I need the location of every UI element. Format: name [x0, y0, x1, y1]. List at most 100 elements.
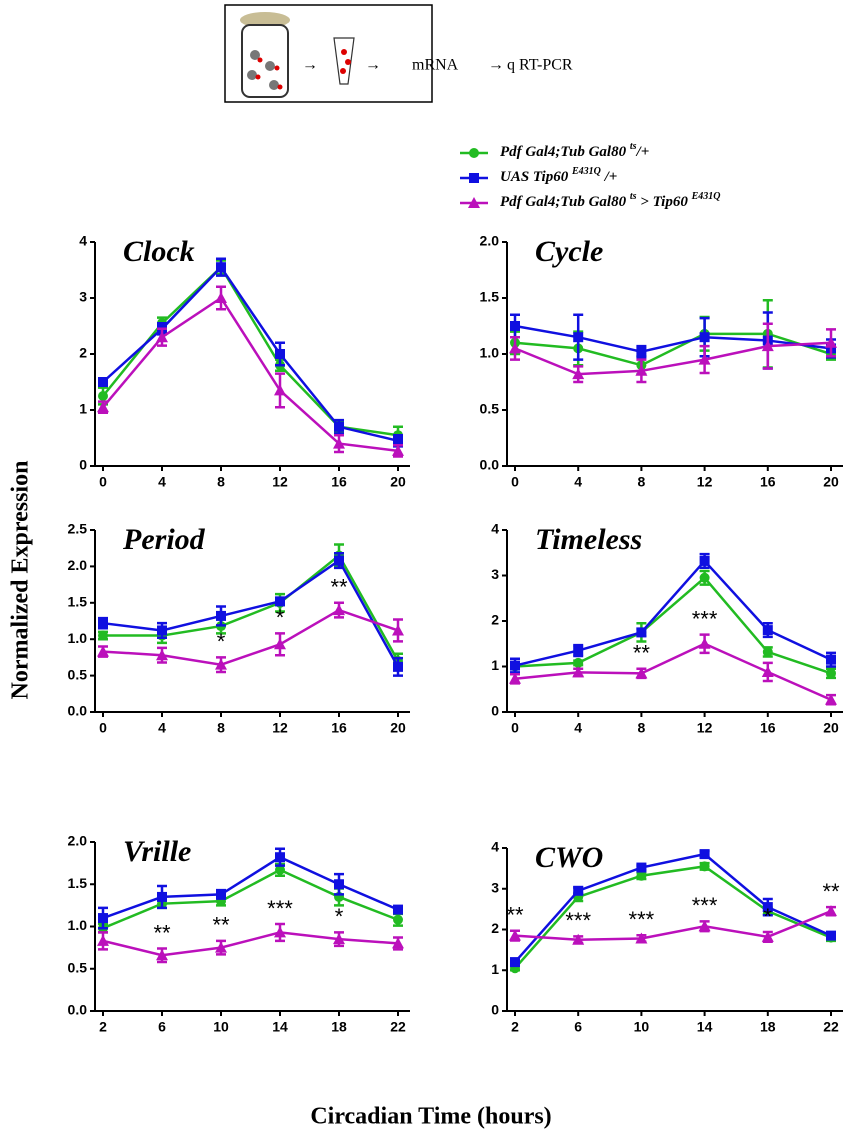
- series-line: [514, 576, 832, 675]
- point: [699, 849, 710, 860]
- series-line: [514, 642, 832, 701]
- point: [761, 930, 774, 942]
- series-line: [102, 265, 399, 443]
- point: [275, 864, 285, 875]
- y-tick-label: 1.5: [68, 594, 88, 610]
- y-tick-label: 2.0: [480, 233, 500, 249]
- series-line: [102, 608, 399, 666]
- significance: ***: [629, 907, 655, 932]
- tube: [333, 37, 355, 85]
- point: [698, 637, 711, 649]
- point: [98, 377, 108, 387]
- series-line: [102, 265, 399, 437]
- legend-label: Pdf Gal4;Tub Gal80 ts > Tip60 E431Q: [500, 191, 721, 210]
- y-tick-label: 0.0: [68, 1002, 88, 1018]
- arrow: →: [488, 57, 504, 74]
- x-tick-label: 0: [99, 720, 107, 736]
- y-tick-label: 2: [491, 612, 499, 628]
- point: [636, 627, 647, 638]
- point: [334, 879, 344, 890]
- y-tick-label: 1.0: [68, 630, 88, 646]
- point: [393, 914, 403, 925]
- y-tick-label: 2.0: [68, 557, 88, 573]
- point: [333, 604, 345, 616]
- point: [761, 340, 774, 352]
- y-axis-label: Normalized Expression: [8, 461, 34, 700]
- point: [97, 401, 109, 413]
- point: [156, 949, 168, 961]
- series-line: [514, 910, 832, 941]
- legend-label-part: UAS Tip60: [500, 169, 572, 185]
- point: [393, 904, 403, 915]
- panel-title: CWO: [535, 841, 603, 874]
- x-tick-label: 0: [511, 474, 519, 490]
- significance: ***: [565, 908, 591, 933]
- y-tick-label: 3: [491, 879, 499, 895]
- fly: [247, 70, 257, 80]
- x-tick-label: 4: [158, 474, 166, 490]
- point: [274, 638, 286, 650]
- y-tick-label: 0.5: [68, 959, 88, 975]
- y-tick-label: 4: [79, 233, 87, 249]
- significance: ***: [692, 606, 718, 631]
- x-tick-label: 14: [697, 1019, 713, 1035]
- x-tick-label: 20: [823, 720, 839, 736]
- panel-title: Cycle: [535, 235, 603, 268]
- panel-title: Vrille: [123, 835, 191, 868]
- x-tick-label: 16: [331, 474, 347, 490]
- fly: [265, 61, 275, 71]
- series-line: [514, 865, 832, 970]
- y-tick-label: 1: [491, 961, 499, 977]
- fly-eye: [257, 57, 263, 63]
- point: [761, 665, 774, 677]
- series-line: [103, 553, 400, 662]
- fly: [250, 50, 260, 60]
- point: [636, 346, 647, 357]
- significance: *: [764, 904, 773, 929]
- point: [98, 913, 108, 924]
- point: [826, 930, 836, 941]
- series-line: [102, 296, 399, 453]
- x-tick-label: 18: [760, 1019, 776, 1035]
- y-tick-label: 4: [491, 521, 499, 537]
- point: [573, 332, 584, 343]
- point: [698, 920, 711, 932]
- y-tick-label: 3: [79, 289, 87, 305]
- point: [825, 905, 837, 917]
- y-tick-label: 1: [491, 657, 499, 673]
- point: [636, 870, 647, 881]
- point: [156, 331, 168, 343]
- point: [274, 384, 286, 396]
- y-tick-label: 1.5: [480, 289, 500, 305]
- x-tick-label: 2: [99, 1019, 107, 1035]
- legend-label-part: E431Q: [691, 191, 721, 202]
- diagram-label: mRNA: [412, 57, 459, 74]
- y-tick-label: 0: [79, 457, 87, 473]
- point: [635, 364, 648, 376]
- diagram-label: q RT-PCR: [507, 57, 573, 74]
- point: [157, 891, 167, 902]
- y-tick-label: 2: [491, 920, 499, 936]
- point: [215, 658, 227, 670]
- y-tick-label: 0.0: [480, 457, 500, 473]
- point: [509, 672, 521, 684]
- significance: *: [217, 629, 226, 654]
- x-tick-label: 20: [390, 720, 406, 736]
- significance: ***: [692, 893, 718, 918]
- legend-label-part: /+: [601, 169, 617, 185]
- series-line: [514, 852, 832, 963]
- point: [635, 667, 648, 679]
- y-tick-label: 0.5: [68, 666, 88, 682]
- point: [573, 885, 584, 896]
- x-tick-label: 16: [331, 720, 347, 736]
- point: [825, 336, 837, 348]
- legend-label-part: > Tip60: [637, 194, 692, 210]
- panel-title: Timeless: [535, 523, 642, 556]
- y-tick-label: 2.5: [68, 521, 88, 537]
- series-line: [102, 558, 400, 668]
- y-tick-label: 1.5: [68, 875, 88, 891]
- point: [509, 929, 521, 941]
- x-tick-label: 16: [760, 474, 776, 490]
- significance: **: [633, 641, 651, 666]
